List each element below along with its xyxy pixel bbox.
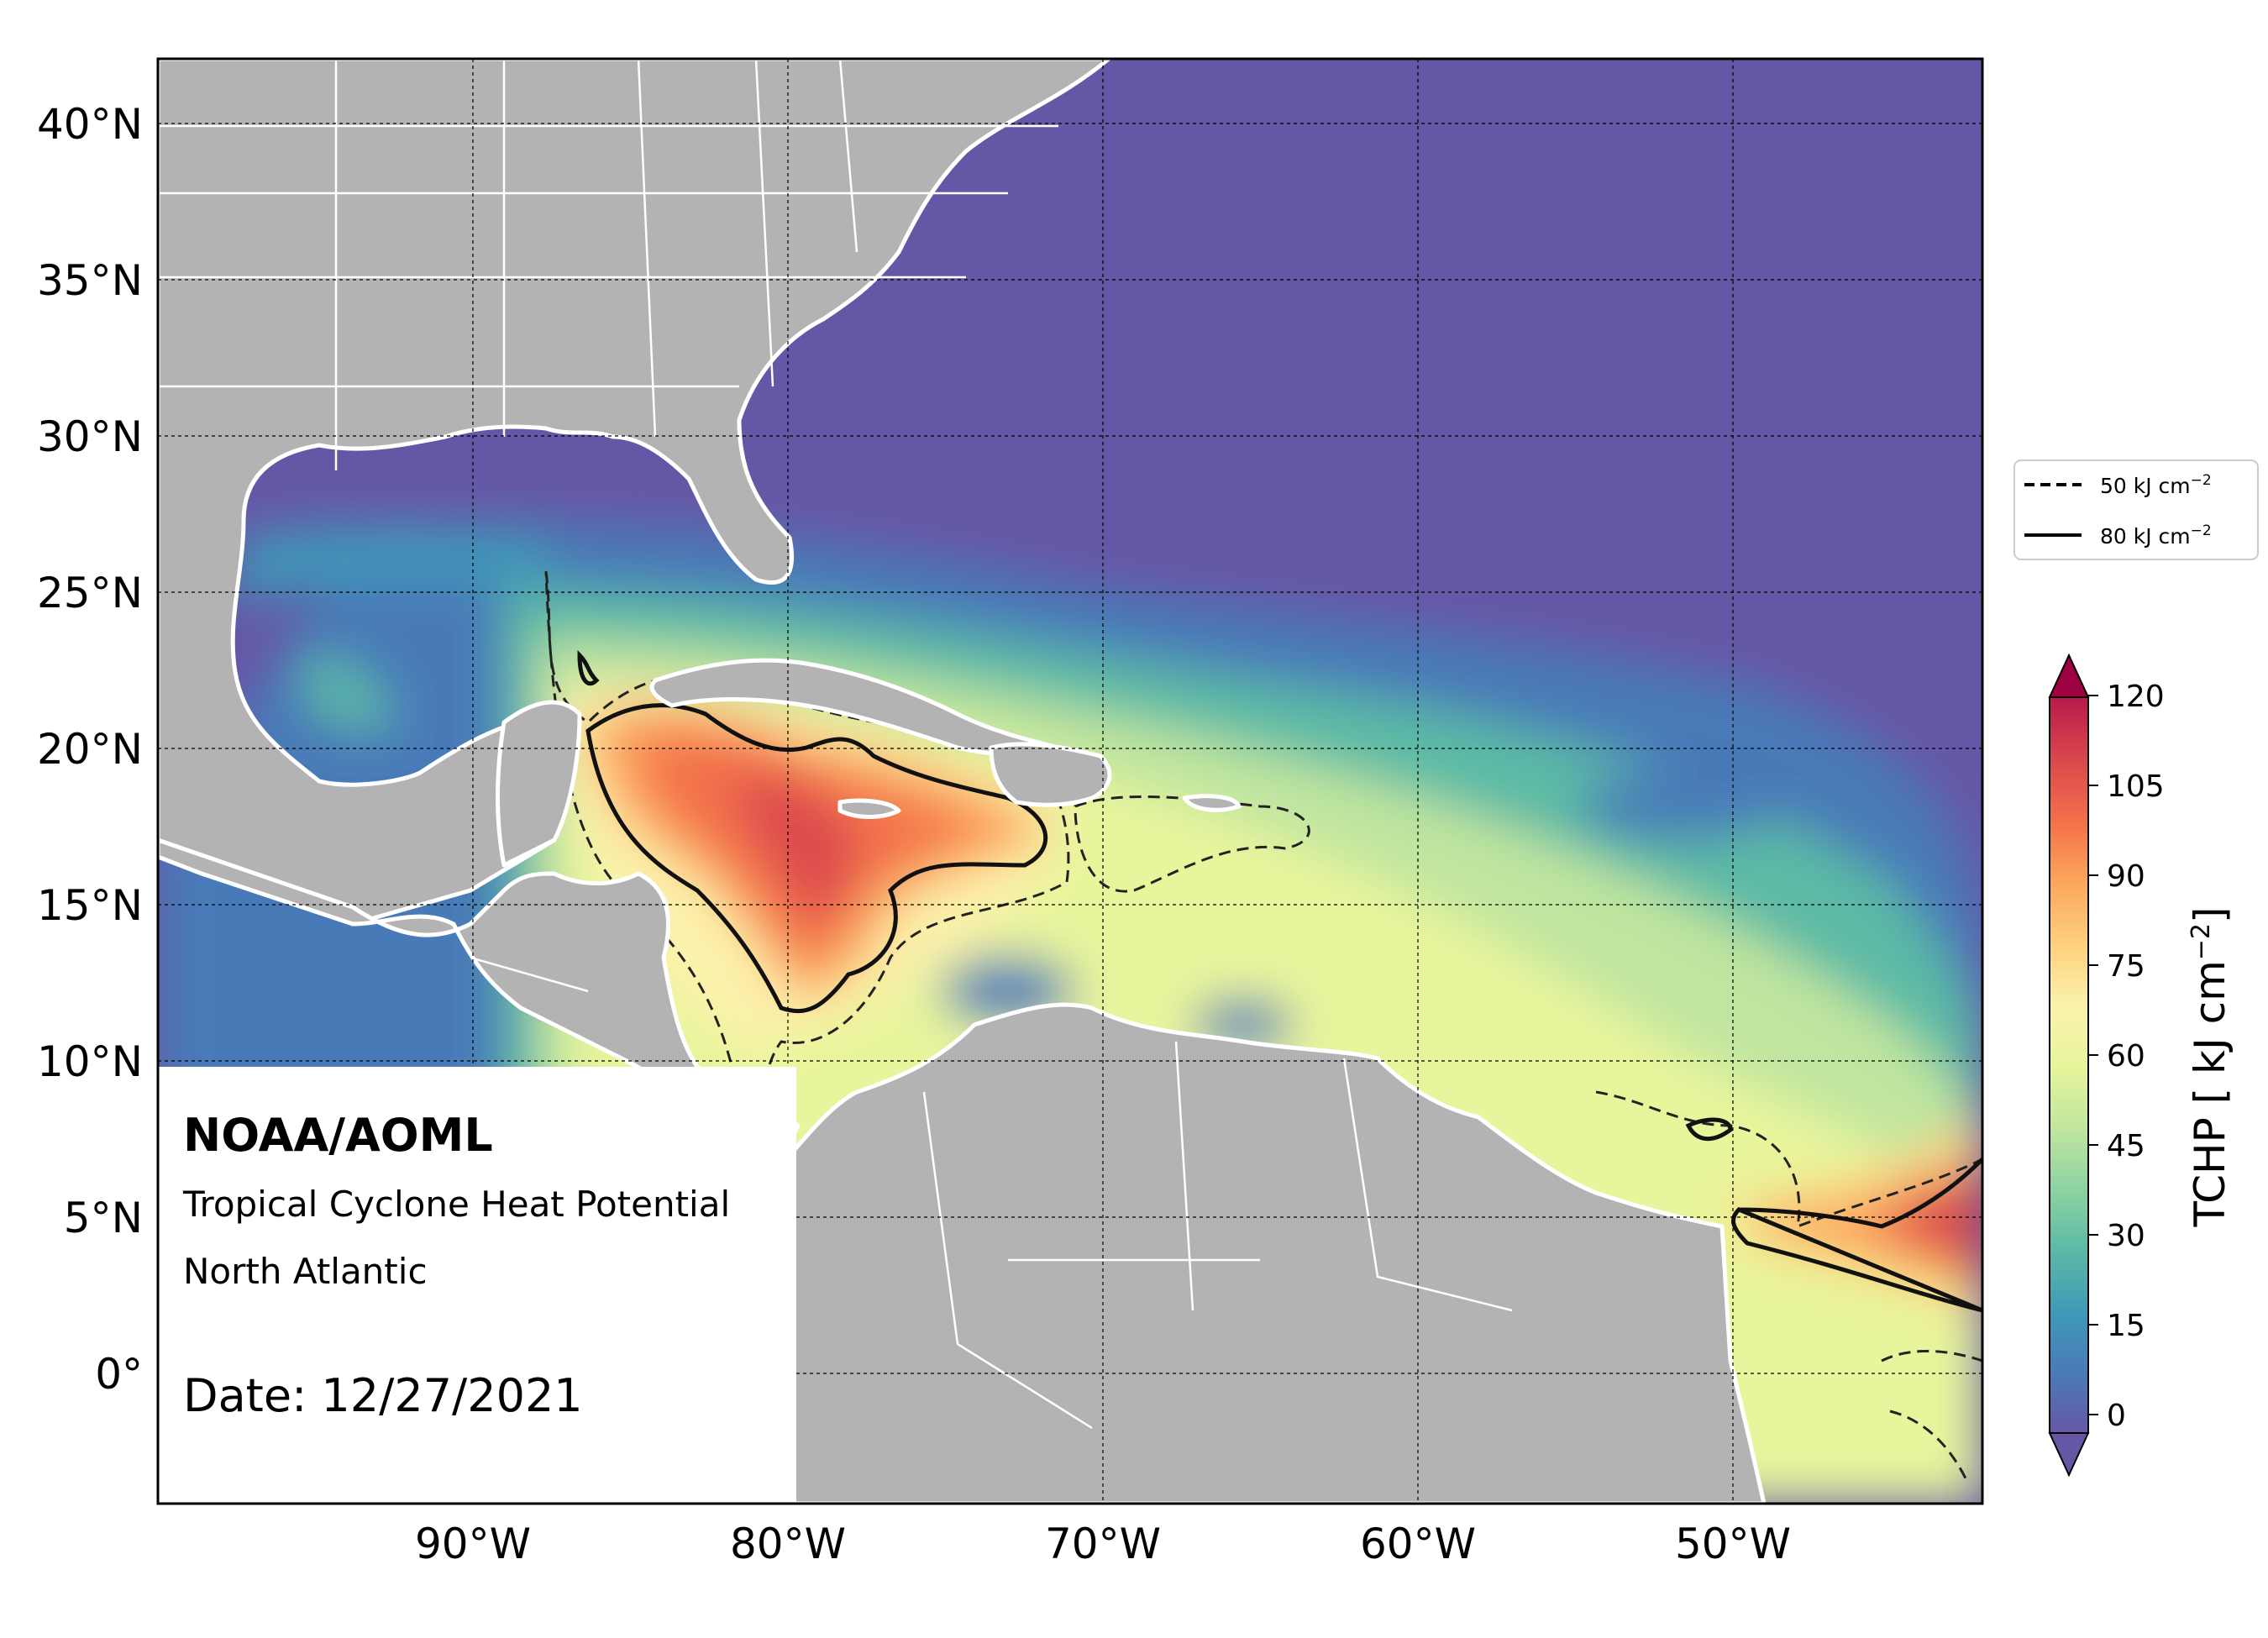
colorbar-tick-label: 45 (2107, 1129, 2145, 1163)
contour-80 (577, 649, 1982, 1313)
legend-dashed-sup: −2 (2191, 472, 2212, 489)
svg-text:80 kJ cm−2: 80 kJ cm−2 (2100, 522, 2212, 549)
lat-tick-label: 25°N (37, 569, 143, 617)
legend-dashed-label: 50 kJ cm (2100, 474, 2191, 498)
colorbar-min-extend (2048, 1432, 2090, 1478)
org-title: NOAA/AOML (183, 1109, 493, 1162)
lat-tick-label: 15°N (37, 881, 143, 930)
lat-tick-label: 20°N (37, 725, 143, 774)
map-frame (156, 57, 1984, 1505)
lon-tick-label: 90°W (415, 1520, 531, 1568)
legend-solid-sup: −2 (2191, 522, 2212, 539)
legend-solid-label: 80 kJ cm (2100, 524, 2191, 549)
region-name: North Atlantic (183, 1251, 428, 1292)
lat-ticks: 40°N 35°N 30°N 25°N 20°N 15°N 10°N 5°N 0… (37, 100, 143, 1399)
contour-legend: 50 kJ cm−2 80 kJ cm−2 (2013, 459, 2259, 560)
lat-tick-label: 30°N (37, 412, 143, 461)
lon-tick-label: 80°W (730, 1520, 846, 1568)
colorbar-tick-label: 15 (2107, 1309, 2145, 1343)
political-borders (158, 59, 1513, 1430)
colorbar-tick-label: 120 (2107, 680, 2165, 714)
info-box (158, 1067, 796, 1504)
lat-tick-label: 10°N (37, 1037, 143, 1086)
colorbar-axis-label: TCHP [ kJ cm−2] (2186, 906, 2234, 1227)
colorbar: 120 105 90 75 60 45 30 15 0 TCHP [ kJ cm… (2048, 653, 2234, 1478)
colorbar-tick-label: 30 (2107, 1219, 2145, 1253)
date-label: Date: 12/27/2021 (183, 1369, 583, 1422)
lon-tick-label: 60°W (1360, 1520, 1476, 1568)
contour-50 (544, 570, 1982, 1479)
colorbar-tick-label: 105 (2107, 769, 2165, 804)
lat-tick-label: 5°N (64, 1194, 143, 1242)
svg-text:50 kJ cm−2: 50 kJ cm−2 (2100, 472, 2212, 498)
lat-tick-label: 35°N (37, 256, 143, 305)
map-area (158, 59, 1982, 1504)
land-masses (158, 59, 1767, 1504)
colorbar-tick-label: 0 (2107, 1399, 2126, 1433)
lat-tick-label: 0° (95, 1350, 143, 1399)
colorbar-max-extend (2048, 653, 2090, 698)
colorbar-gradient (2049, 696, 2089, 1434)
product-name: Tropical Cyclone Heat Potential (182, 1184, 730, 1225)
lon-tick-label: 50°W (1675, 1520, 1791, 1568)
lon-tick-label: 70°W (1045, 1520, 1161, 1568)
colorbar-tick-label: 90 (2107, 859, 2145, 894)
colorbar-tick-label: 60 (2107, 1039, 2145, 1074)
lon-ticks: 90°W 80°W 70°W 60°W 50°W (415, 1520, 1791, 1568)
lat-tick-label: 40°N (37, 100, 143, 149)
colorbar-tick-label: 75 (2107, 949, 2145, 984)
